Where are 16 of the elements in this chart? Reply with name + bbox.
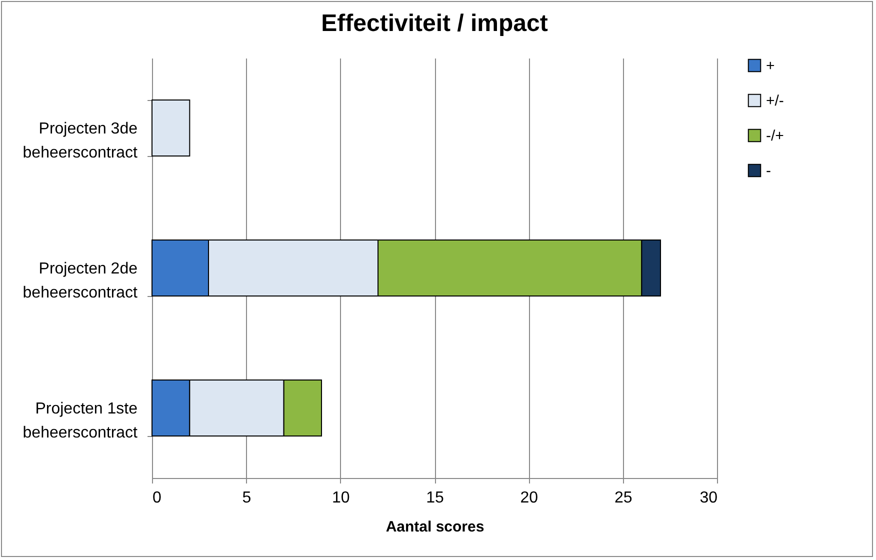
chart-title: Effectiviteit / impact (321, 10, 548, 37)
x-tick-label: 5 (242, 490, 252, 506)
x-tick-label: 25 (614, 490, 632, 506)
x-tick-label: 20 (520, 490, 538, 506)
y-tick-label: Projecten 1ste beheerscontract (22, 400, 138, 442)
y-tick-label: Projecten 2de beheerscontract (22, 260, 138, 302)
legend-label: - (766, 162, 771, 180)
legend-label: -/+ (766, 128, 784, 144)
legend-label: + (766, 58, 775, 74)
x-tick-label: 30 (700, 490, 718, 506)
x-axis-title: Aantal scores (386, 518, 484, 536)
x-tick-label: 15 (426, 490, 444, 506)
x-tick-label: 0 (152, 490, 162, 506)
y-tick-label: Projecten 3de beheerscontract (22, 120, 138, 162)
x-tick-label: 10 (332, 490, 350, 506)
legend-label: +/- (766, 92, 784, 110)
